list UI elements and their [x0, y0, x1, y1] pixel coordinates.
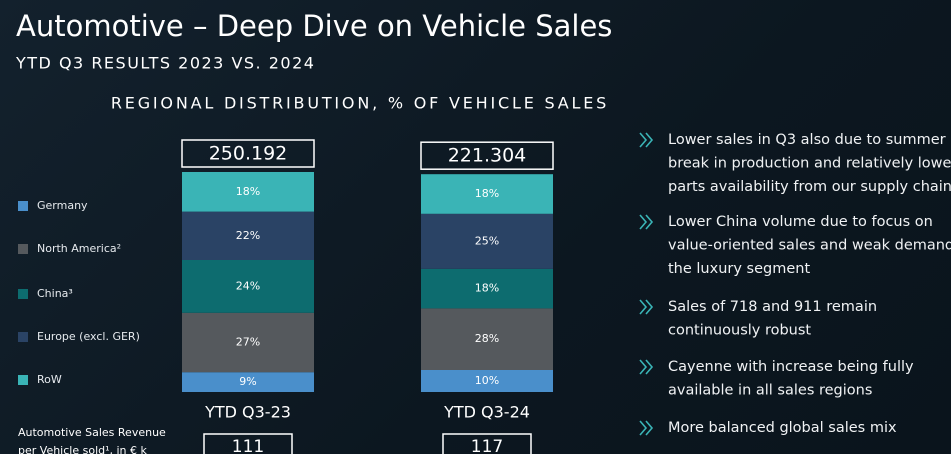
bullet-text: Lower China volume due to focus on: [668, 214, 933, 230]
bullet-text: available in all sales regions: [668, 383, 872, 399]
revenue-box: [203, 433, 293, 454]
legend-label: North America²: [37, 242, 121, 255]
x-tick-label: YTD Q3-24: [443, 403, 530, 422]
bar-segment: [182, 372, 314, 392]
value-label: 22%: [236, 229, 260, 242]
bullet-chevron: [639, 420, 654, 436]
chart-title: REGIONAL DISTRIBUTION, % OF VEHICLE SALE…: [111, 94, 609, 113]
bullet-chevron: [639, 214, 654, 230]
bar-segment: [421, 268, 553, 309]
value-label: 10%: [475, 374, 499, 387]
bullet-chevron: [639, 359, 654, 375]
value-label: 27%: [236, 336, 260, 349]
bar-segment: [182, 260, 314, 313]
legend-label: Europe (excl. GER): [37, 330, 140, 343]
bullet-text: Sales of 718 and 911 remain: [668, 299, 877, 315]
total-label: 221.304: [448, 145, 527, 167]
bullet-text: value-oriented sales and weak demand in: [668, 238, 951, 254]
legend-swatch: [18, 375, 28, 385]
x-tick-label: YTD Q3-23: [204, 403, 291, 422]
total-box: [420, 141, 554, 170]
value-label: 28%: [475, 332, 499, 345]
revenue-box: [442, 433, 532, 454]
legend-label: RoW: [37, 373, 62, 386]
bullet-text: Lower sales in Q3 also due to summer: [668, 132, 946, 148]
bullet-chevron: [639, 132, 654, 148]
revenue-label: per Vehicle sold¹, in € k: [18, 444, 148, 454]
bullet-text: parts availability from our supply chain: [668, 179, 951, 195]
bar-segment: [182, 312, 314, 373]
bullet-text: break in production and relatively lower: [668, 156, 951, 172]
legend-swatch: [18, 244, 28, 254]
bullet-text: continuously robust: [668, 323, 811, 339]
value-label: 25%: [475, 234, 499, 247]
bar-segment: [421, 308, 553, 370]
legend-swatch: [18, 332, 28, 342]
bar-segment: [421, 370, 553, 392]
bullet-text: the luxury segment: [668, 261, 810, 277]
value-label: 18%: [236, 185, 260, 198]
revenue-value: 117: [471, 437, 503, 454]
legend-label: China³: [37, 287, 73, 300]
subtitle: YTD Q3 RESULTS 2023 VS. 2024: [15, 54, 315, 73]
bullet-chevron: [639, 299, 654, 315]
value-label: 18%: [475, 187, 499, 200]
bar-segment: [182, 172, 314, 212]
bar-segment: [182, 211, 314, 260]
bar-segment: [421, 174, 553, 214]
bar-segment: [421, 213, 553, 269]
total-label: 250.192: [209, 143, 288, 165]
revenue-value: 111: [232, 437, 264, 454]
legend-label: Germany: [37, 199, 88, 212]
legend-swatch: [18, 289, 28, 299]
title: Automotive – Deep Dive on Vehicle Sales: [16, 9, 612, 43]
bullet-text: Cayenne with increase being fully: [668, 359, 914, 375]
value-label: 18%: [475, 282, 499, 295]
legend-swatch: [18, 201, 28, 211]
bullet-text: More balanced global sales mix: [668, 420, 897, 436]
value-label: 24%: [236, 279, 260, 292]
revenue-label: Automotive Sales Revenue: [18, 426, 166, 439]
total-box: [181, 139, 315, 168]
value-label: 9%: [239, 375, 256, 388]
